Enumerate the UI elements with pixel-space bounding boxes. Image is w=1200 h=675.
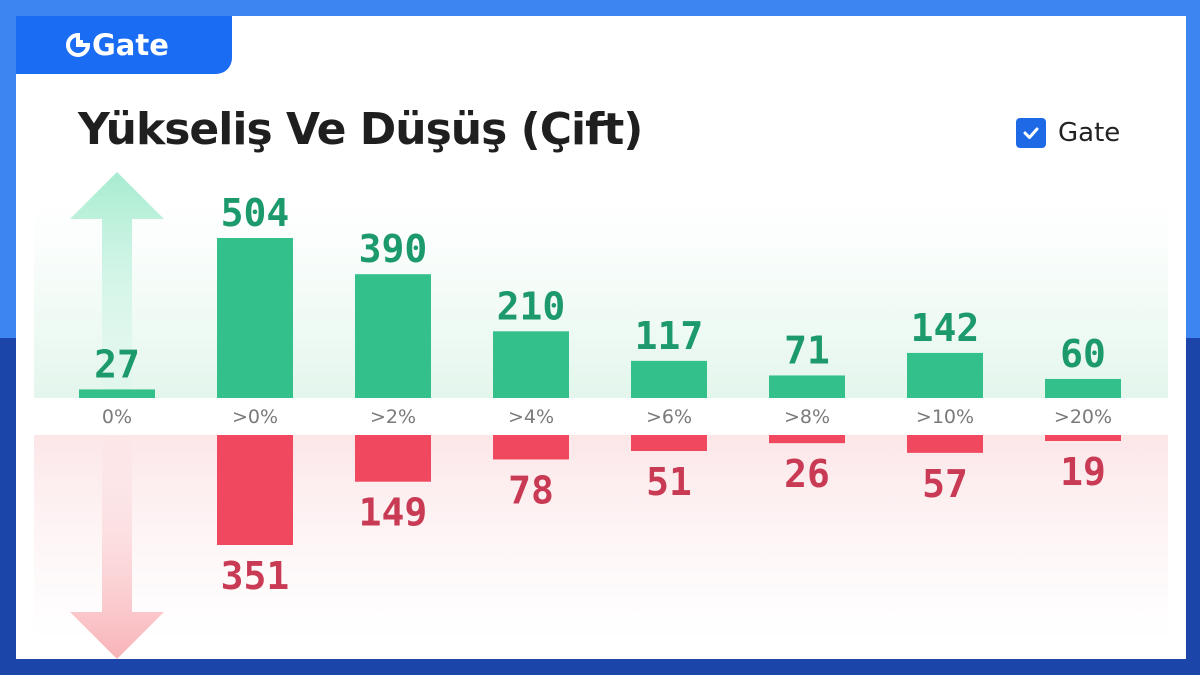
loss-bar (217, 435, 293, 545)
gain-zone-background (34, 201, 1168, 398)
loss-value-label: 19 (1060, 450, 1106, 494)
gain-bar (355, 274, 431, 398)
brand-name: Gate (92, 28, 169, 62)
category-label: >10% (916, 406, 974, 428)
loss-value-label: 351 (221, 554, 290, 598)
check-icon (1023, 127, 1039, 139)
gain-value-label: 142 (911, 306, 980, 350)
arrow-down-icon (70, 435, 164, 659)
loss-bar (1045, 435, 1121, 441)
legend-checkbox[interactable] (1016, 118, 1046, 148)
arrow-up-icon (70, 172, 164, 398)
loss-bar (907, 435, 983, 453)
legend-label: Gate (1058, 118, 1121, 148)
category-label: >4% (508, 406, 554, 428)
category-label: >2% (370, 406, 416, 428)
gain-value-label: 210 (497, 284, 566, 328)
category-label: >0% (232, 406, 278, 428)
loss-value-label: 149 (359, 491, 428, 535)
loss-value-label: 78 (508, 468, 554, 512)
category-label: >6% (646, 406, 692, 428)
loss-bar (631, 435, 707, 451)
gain-value-label: 71 (784, 328, 830, 372)
gain-bar (493, 331, 569, 398)
loss-bar (355, 435, 431, 482)
gain-bar (79, 389, 155, 398)
brand-tab: Gate (16, 16, 232, 74)
loss-zone-background (34, 435, 1168, 640)
gain-value-label: 390 (359, 227, 428, 271)
gain-bar (907, 352, 983, 398)
gate-logo-icon (66, 33, 90, 57)
loss-bar (493, 435, 569, 460)
category-label: >8% (784, 406, 830, 428)
gain-bar (769, 375, 845, 398)
gain-bar (1045, 378, 1121, 398)
bars-layer: 27 0% 504 >0% 351 390 >2% 149 210 >4% 78 117 >6% 51 71… (79, 191, 1121, 598)
gain-value-label: 117 (635, 314, 704, 358)
loss-value-label: 51 (646, 460, 692, 504)
chart-card: 27 0% 504 >0% 351 390 >2% 149 210 >4% 78 117 >6% 51 71… (16, 16, 1186, 659)
category-label: >20% (1054, 406, 1112, 428)
loss-value-label: 57 (922, 462, 968, 506)
loss-value-label: 26 (784, 452, 830, 496)
category-label: 0% (102, 406, 132, 428)
loss-bar (769, 435, 845, 444)
chart-canvas: 27 0% 504 >0% 351 390 >2% 149 210 >4% 78 117 >6% 51 71… (34, 172, 1168, 659)
legend[interactable]: Gate (1016, 118, 1120, 148)
gain-value-label: 60 (1060, 332, 1106, 376)
page-title: Yükseliş Ve Düşüş (Çift) (78, 104, 643, 155)
gain-value-label: 504 (221, 191, 290, 235)
gain-bar (631, 360, 707, 398)
gain-value-label: 27 (94, 342, 140, 386)
gain-bar (217, 238, 293, 398)
